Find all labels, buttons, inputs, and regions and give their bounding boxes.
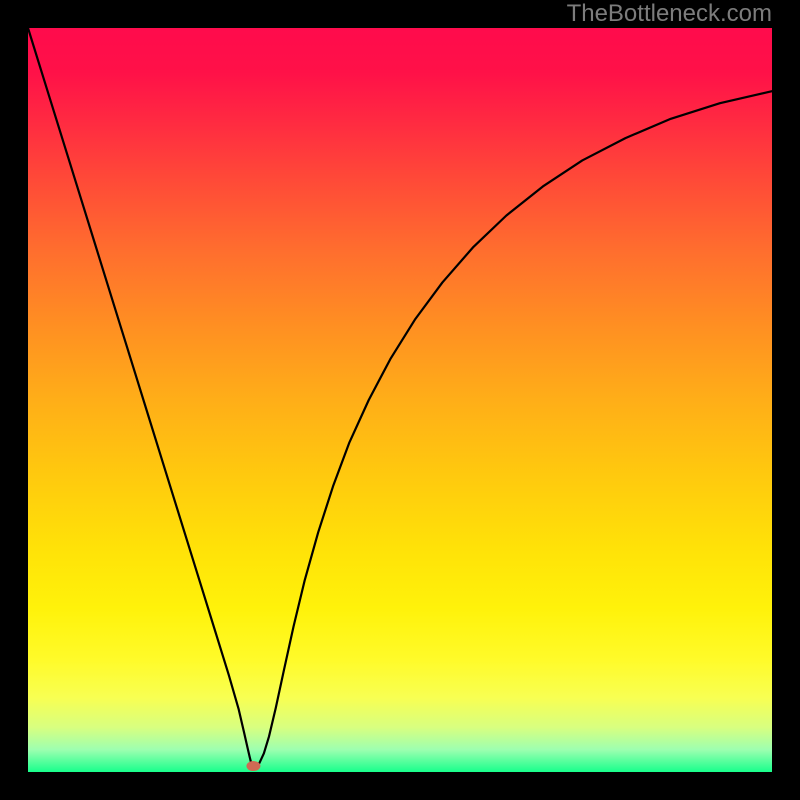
watermark-label: TheBottleneck.com <box>567 0 772 28</box>
bottleneck-curve <box>28 28 772 766</box>
chart-svg <box>28 28 772 772</box>
optimal-point-marker <box>246 761 260 771</box>
chart-plot-area <box>28 28 772 772</box>
